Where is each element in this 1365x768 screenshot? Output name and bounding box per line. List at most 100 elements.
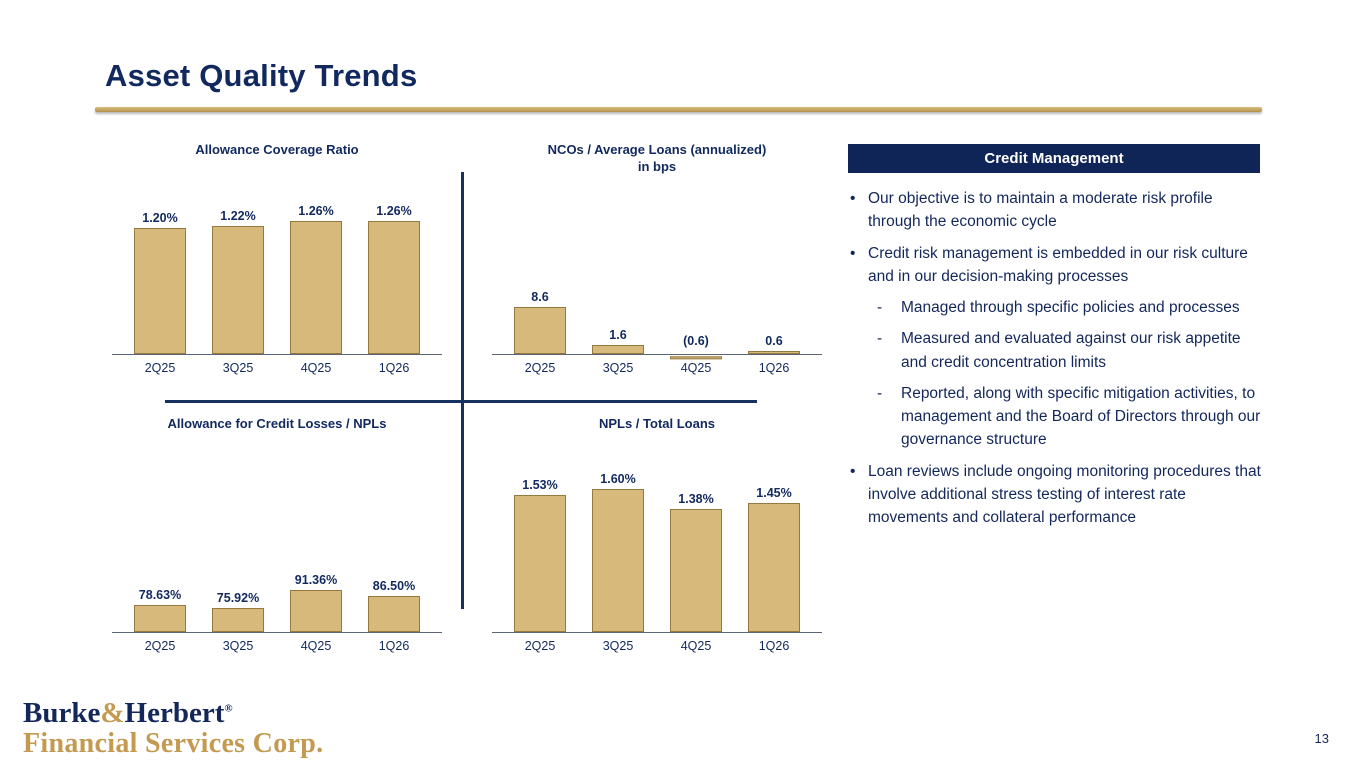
- bar-value-label: 1.26%: [376, 204, 412, 219]
- chart-header: Allowance Coverage Ratio: [112, 142, 442, 182]
- chart-plot-area: 8.6 1.6 (0.6) 0.6: [492, 182, 822, 360]
- bar: [748, 350, 800, 354]
- credit-management-bullets: • Our objective is to maintain a moderate…: [850, 187, 1264, 537]
- bar-column: 1.6: [592, 328, 644, 354]
- logo-ampersand: &: [100, 697, 125, 729]
- logo-subtitle: Financial Services Corp.: [23, 728, 324, 759]
- chart-title: Allowance Coverage Ratio: [195, 142, 359, 157]
- bar: [748, 502, 800, 632]
- bar-value-label: 1.60%: [600, 472, 636, 487]
- category-label: 2Q25: [144, 639, 176, 653]
- chart-title: NCOs / Average Loans (annualized): [547, 142, 767, 157]
- bar: [212, 225, 264, 354]
- bar: [134, 227, 186, 354]
- chart-title: NPLs / Total Loans: [598, 416, 716, 431]
- bullet-marker: -: [877, 384, 883, 402]
- category-label: 1Q26: [378, 361, 410, 375]
- bar: [212, 607, 264, 632]
- bar: [514, 495, 566, 632]
- bar-column: 75.92%: [212, 591, 264, 632]
- bar-column: 1.60%: [592, 472, 644, 632]
- chart-plot: 1.20% 1.22% 1.26% 1.26%: [112, 204, 442, 355]
- category-label: 3Q25: [222, 361, 254, 375]
- category-label: 4Q25: [680, 361, 712, 375]
- bar-value-label: 1.22%: [220, 208, 256, 223]
- bar: [670, 508, 722, 632]
- category-label: 1Q26: [378, 639, 410, 653]
- bar-column: 78.63%: [134, 588, 186, 632]
- bullet-item: - Measured and evaluated against our risk…: [877, 327, 1264, 374]
- bar-value-label: 86.50%: [372, 578, 416, 593]
- bullet-text: Loan reviews include ongoing monitoring …: [868, 462, 1261, 527]
- bullet-marker: -: [877, 299, 883, 316]
- category-label: 4Q25: [300, 639, 332, 653]
- chart-allowance-credit-losses-npls: Allowance for Credit Losses / NPLs 78.63…: [112, 416, 442, 653]
- registered-trademark-icon: ®: [224, 702, 233, 715]
- bar-column: 1.45%: [748, 486, 800, 632]
- bullet-text: Measured and evaluated against our risk …: [901, 330, 1241, 371]
- category-label: 1Q26: [758, 361, 790, 375]
- title-underline: [95, 107, 1262, 112]
- bar-value-label: 1.20%: [142, 210, 178, 225]
- chart-plot: 1.53% 1.60% 1.38% 1.45%: [492, 472, 822, 633]
- bullet-item: • Our objective is to maintain a moderate…: [850, 187, 1264, 234]
- bar-column: 91.36%: [290, 573, 342, 632]
- category-label: 3Q25: [222, 639, 254, 653]
- page-title: Asset Quality Trends: [105, 58, 418, 93]
- bar-column: 1.26%: [368, 204, 420, 354]
- bar-value-label: 8.6: [531, 290, 549, 305]
- chart-category-axis: 2Q25 3Q25 4Q25 1Q26: [492, 361, 822, 375]
- bullet-text: Reported, along with specific mitigation…: [901, 384, 1261, 449]
- bar-column: 0.6: [748, 334, 800, 354]
- page-number: 13: [1314, 731, 1329, 746]
- bullet-item: - Managed through specific policies and p…: [877, 296, 1264, 319]
- bar-value-label: 75.92%: [216, 590, 260, 605]
- credit-management-header: Credit Management: [848, 144, 1260, 173]
- chart-plot: 78.63% 75.92% 91.36% 86.50%: [112, 573, 442, 633]
- category-label: 2Q25: [524, 639, 556, 653]
- bullet-text: Our objective is to maintain a moderate …: [868, 190, 1213, 231]
- bullet-text: Credit risk management is embedded in ou…: [868, 244, 1248, 285]
- bullet-marker: •: [850, 244, 856, 262]
- chart-category-axis: 2Q25 3Q25 4Q25 1Q26: [492, 639, 822, 653]
- bullet-marker: •: [850, 462, 856, 480]
- bar-column: 8.6: [514, 290, 566, 354]
- bullet-item: - Reported, along with specific mitigatio…: [877, 382, 1264, 452]
- quadrant-divider-vertical: [461, 172, 464, 609]
- bar-column: (0.6): [670, 334, 722, 360]
- bar: [592, 345, 644, 354]
- bar-value-label: 0.6: [765, 333, 783, 348]
- bar-column: 86.50%: [368, 579, 420, 632]
- logo-burke: Burke: [23, 697, 101, 729]
- company-logo: Burke&Herbert® Financial Services Corp.: [23, 699, 323, 758]
- bar-value-label: 1.38%: [678, 491, 714, 506]
- bar-value-label: 1.6: [609, 328, 627, 343]
- bullet-item: • Loan reviews include ongoing monitoring…: [850, 460, 1264, 530]
- category-label: 3Q25: [602, 639, 634, 653]
- chart-header: NCOs / Average Loans (annualized) in bps: [492, 142, 822, 182]
- bar: [134, 604, 186, 632]
- chart-plot: 8.6 1.6 (0.6) 0.6: [492, 290, 822, 360]
- chart-header: Allowance for Credit Losses / NPLs: [112, 416, 442, 456]
- chart-npls-total-loans: NPLs / Total Loans 1.53% 1.60% 1.38% 1.45% …: [492, 416, 822, 653]
- bar: [592, 489, 644, 632]
- logo-name: Burke&Herbert®: [23, 699, 323, 728]
- bar-column: 1.53%: [514, 478, 566, 632]
- bar: [290, 590, 342, 632]
- quadrant-divider-horizontal: [165, 400, 757, 403]
- bar-column: 1.26%: [290, 204, 342, 354]
- category-label: 4Q25: [300, 361, 332, 375]
- bar-value-label: 91.36%: [294, 573, 338, 588]
- category-label: 3Q25: [602, 361, 634, 375]
- bar-column: 1.38%: [670, 492, 722, 632]
- chart-header: NPLs / Total Loans: [492, 416, 822, 456]
- bullet-marker: -: [877, 330, 883, 348]
- bar-value-label: 1.53%: [522, 478, 558, 493]
- bar-value-label: 1.26%: [298, 204, 334, 219]
- bullet-marker: •: [850, 190, 856, 207]
- bar: [514, 307, 566, 354]
- chart-ncos-average-loans: NCOs / Average Loans (annualized) in bps…: [492, 142, 822, 375]
- chart-plot-area: 1.53% 1.60% 1.38% 1.45%: [492, 456, 822, 633]
- chart-allowance-coverage-ratio: Allowance Coverage Ratio 1.20% 1.22% 1.26%…: [112, 142, 442, 375]
